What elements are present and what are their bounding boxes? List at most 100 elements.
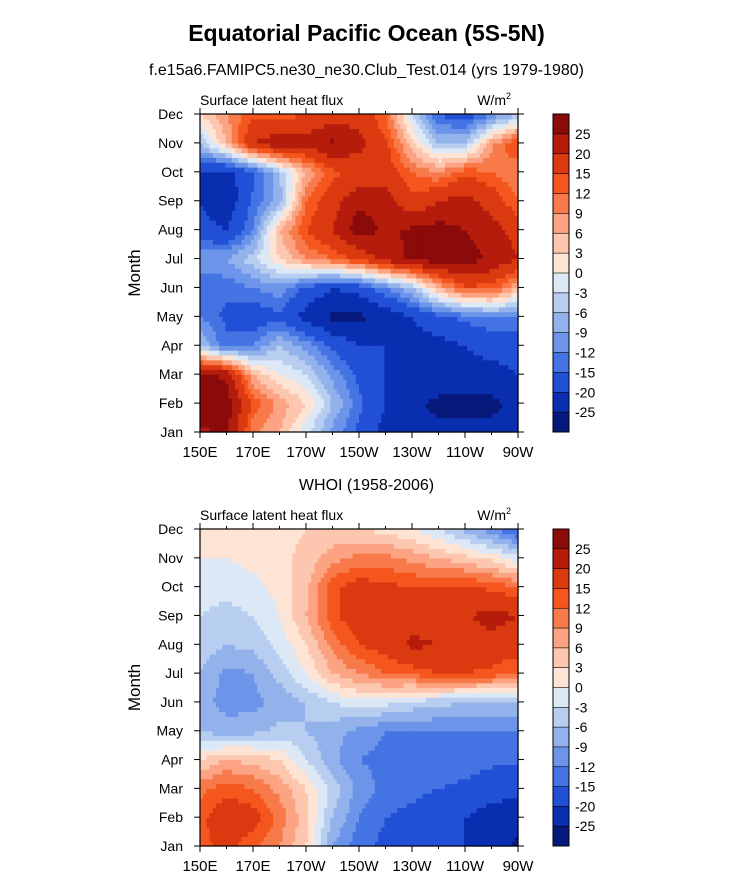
- heatmap-cell: [308, 393, 312, 399]
- heatmap-cell: [206, 427, 211, 433]
- heatmap-cell: [492, 335, 497, 342]
- heatmap-cell: [365, 403, 370, 409]
- heatmap-cell: [238, 297, 242, 303]
- heatmap-cell: [409, 379, 414, 385]
- heatmap-cell: [212, 354, 217, 361]
- heatmap-cell: [273, 292, 277, 298]
- heatmap-cell: [457, 422, 462, 428]
- heatmap-cell: [479, 354, 484, 361]
- heatmap-cell: [333, 297, 338, 303]
- heatmap-cell: [483, 311, 487, 317]
- heatmap-cell: [397, 301, 401, 308]
- heatmap-cell: [228, 306, 233, 313]
- heatmap-cell: [508, 330, 513, 337]
- heatmap-cell: [257, 412, 262, 419]
- heatmap-cell: [304, 306, 309, 313]
- heatmap-cell: [390, 359, 395, 366]
- heatmap-cell: [295, 364, 300, 370]
- heatmap-cell: [273, 330, 277, 337]
- heatmap-cell: [489, 316, 494, 322]
- heatmap-cell: [435, 412, 440, 419]
- heatmap-cell: [349, 427, 354, 433]
- heatmap-cell: [269, 306, 274, 313]
- heatmap-cell: [362, 374, 366, 380]
- heatmap-cell: [257, 403, 262, 409]
- heatmap-cell: [451, 383, 455, 390]
- heatmap-cell: [292, 403, 296, 409]
- heatmap-cell: [498, 311, 503, 317]
- heatmap-cell: [451, 335, 455, 342]
- heatmap-cell: [269, 388, 274, 395]
- heatmap-cell: [279, 340, 284, 346]
- heatmap-cell: [359, 326, 363, 332]
- heatmap-cell: [492, 398, 497, 404]
- heatmap-cell: [301, 359, 306, 366]
- heatmap-cell: [403, 417, 408, 423]
- heatmap-cell: [234, 345, 239, 351]
- heatmap-cell: [495, 326, 500, 332]
- heatmap-cell: [346, 388, 351, 395]
- heatmap-cell: [457, 350, 462, 356]
- heatmap-cell: [260, 407, 265, 414]
- heatmap-cell: [289, 321, 293, 327]
- heatmap-cell: [403, 345, 408, 351]
- heatmap-cell: [397, 326, 401, 332]
- heatmap-cell: [460, 393, 465, 399]
- heatmap-cell: [336, 340, 341, 346]
- heatmap-cell: [212, 403, 217, 409]
- heatmap-cell: [215, 383, 220, 390]
- heatmap-cell: [346, 330, 351, 337]
- heatmap-cell: [511, 403, 516, 409]
- heatmap-cell: [289, 427, 293, 433]
- heatmap-cell: [463, 321, 468, 327]
- heatmap-cell: [339, 292, 344, 298]
- heatmap-cell: [374, 383, 379, 390]
- heatmap-cell: [279, 374, 284, 380]
- heatmap-cell: [279, 306, 284, 313]
- heatmap-cell: [381, 306, 386, 313]
- heatmap-cell: [511, 369, 516, 375]
- heatmap-cell: [444, 287, 449, 293]
- heatmap-cell: [324, 287, 328, 293]
- heatmap-cell: [384, 388, 389, 395]
- heatmap-cell: [492, 407, 497, 414]
- heatmap-cell: [260, 321, 265, 327]
- heatmap-cell: [285, 345, 290, 351]
- heatmap-cell: [219, 374, 223, 380]
- heatmap-cell: [244, 306, 249, 313]
- heatmap-cell: [365, 350, 370, 356]
- heatmap-cell: [422, 422, 427, 428]
- heatmap-cell: [225, 422, 230, 428]
- heatmap-cell: [336, 383, 341, 390]
- heatmap-cell: [238, 316, 242, 322]
- heatmap-cell: [234, 417, 239, 423]
- heatmap-cell: [247, 340, 252, 346]
- heatmap-cell: [200, 369, 204, 375]
- heatmap-cell: [441, 350, 446, 356]
- heatmap-cell: [390, 292, 395, 298]
- heatmap-cell: [336, 292, 341, 298]
- heatmap-cell: [502, 316, 506, 322]
- heatmap-cell: [406, 388, 411, 395]
- heatmap-cell: [301, 388, 306, 395]
- heatmap-cell: [444, 407, 449, 414]
- heatmap-cell: [200, 364, 204, 370]
- heatmap-cell: [502, 417, 506, 423]
- heatmap-cell: [451, 359, 455, 366]
- heatmap-cell: [387, 330, 392, 337]
- heatmap-cell: [339, 364, 344, 370]
- heatmap-cell: [508, 393, 513, 399]
- heatmap-cell: [362, 321, 366, 327]
- heatmap-cell: [257, 330, 262, 337]
- heatmap-cell: [289, 379, 293, 385]
- heatmap-cell: [508, 316, 513, 322]
- heatmap-cell: [308, 311, 312, 317]
- heatmap-cell: [289, 383, 293, 390]
- heatmap-cell: [441, 427, 446, 433]
- heatmap-cell: [460, 379, 465, 385]
- heatmap-cell: [416, 340, 421, 346]
- heatmap-cell: [257, 321, 262, 327]
- heatmap-cell: [327, 427, 331, 433]
- heatmap-cell: [343, 379, 347, 385]
- heatmap-cell: [295, 335, 300, 342]
